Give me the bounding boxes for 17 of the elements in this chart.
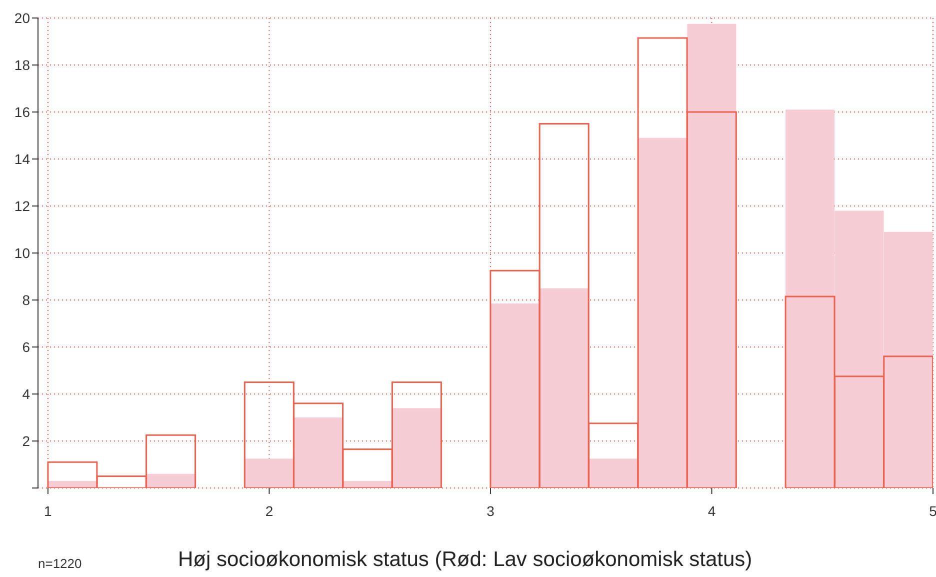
y-tick-label: 10 xyxy=(14,244,30,261)
y-tick-label: 18 xyxy=(14,56,30,73)
x-tick-label: 1 xyxy=(44,502,52,519)
text: n=1220 xyxy=(38,556,82,571)
y-tick-label: 16 xyxy=(14,104,30,120)
y-tick-label: 20 xyxy=(14,10,30,26)
y-tick-label: 14 xyxy=(14,150,30,167)
y-tick-label: 4 xyxy=(22,386,30,402)
y-tick-label: 6 xyxy=(22,338,30,355)
x-axis-title: Høj socioøkonomisk status (Rød: Lav socioøkonomisk status) xyxy=(178,548,752,572)
y-tick-label: 12 xyxy=(14,198,30,214)
x-tick-label: 4 xyxy=(708,502,716,519)
x-tick-label: 3 xyxy=(486,502,495,519)
x-tick-label: 2 xyxy=(265,502,274,519)
x-tick-label: 5 xyxy=(929,502,936,519)
y-tick-label: 2 xyxy=(22,432,30,449)
y-tick-label: 8 xyxy=(22,292,30,308)
